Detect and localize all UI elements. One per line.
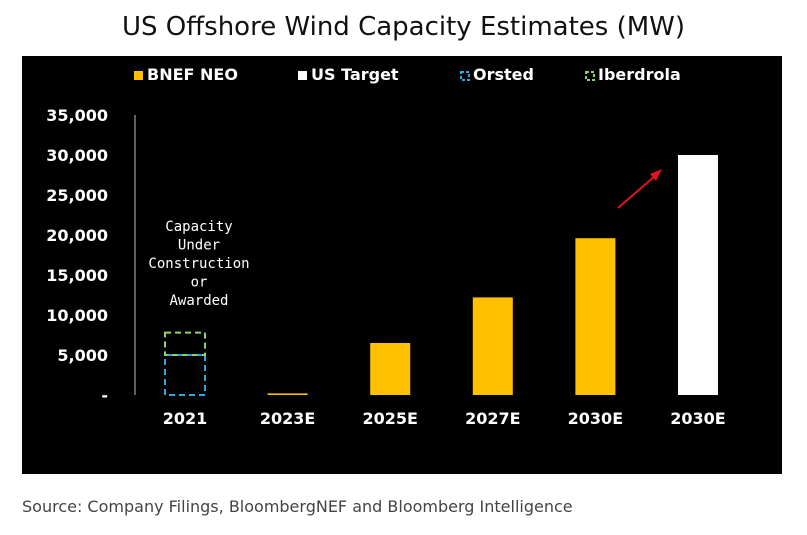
annotation-text: Construction [148, 256, 249, 272]
annotation-text: Under [178, 238, 220, 254]
y-tick-label: 30,000 [46, 146, 108, 165]
bar-bnef-neo [267, 393, 308, 395]
chart-title: US Offshore Wind Capacity Estimates (MW) [121, 12, 686, 42]
bar-iberdrola [164, 331, 206, 357]
annotation-arrowhead [650, 169, 662, 181]
bar-us-target [678, 155, 718, 395]
legend-swatch [585, 71, 595, 81]
y-tick-label: 35,000 [46, 106, 108, 125]
x-tick-label: 2021 [163, 409, 208, 428]
legend-swatch [298, 71, 307, 80]
y-tick-label: 10,000 [46, 306, 108, 325]
x-tick-label: 2030E [568, 409, 623, 428]
y-tick-label: 5,000 [57, 346, 108, 365]
annotation-text: or [191, 275, 208, 291]
chart-panel: - 5,000 10,000 15,000 20,000 25,000 30,000 35,0… [22, 56, 782, 474]
legend-swatch [460, 71, 470, 81]
y-tick-label: 25,000 [46, 186, 108, 205]
y-tick-label: - [101, 386, 108, 405]
annotation-text: Awarded [169, 293, 228, 309]
source-note: Source: Company Filings, BloombergNEF an… [22, 497, 573, 516]
bar-chart: - 5,000 10,000 15,000 20,000 25,000 30,000 35,0… [46, 65, 725, 428]
legend-label: US Target [311, 65, 399, 84]
legend-label: BNEF NEO [147, 65, 238, 84]
y-tick-label: 15,000 [46, 266, 108, 285]
bar-orsted [164, 354, 206, 396]
x-tick-label: 2023E [260, 409, 315, 428]
legend-swatch [134, 71, 143, 80]
legend-label: Orsted [473, 65, 534, 84]
x-tick-label: 2025E [362, 409, 417, 428]
bar-bnef-neo [472, 297, 513, 395]
bar-bnef-neo [575, 238, 616, 395]
annotation-arrow [617, 175, 656, 209]
legend-label: Iberdrola [598, 65, 681, 84]
y-tick-label: 20,000 [46, 226, 108, 245]
x-tick-label: 2030E [670, 409, 725, 428]
annotation-text: Capacity [165, 219, 232, 235]
bar-bnef-neo [370, 343, 411, 395]
x-tick-label: 2027E [465, 409, 520, 428]
